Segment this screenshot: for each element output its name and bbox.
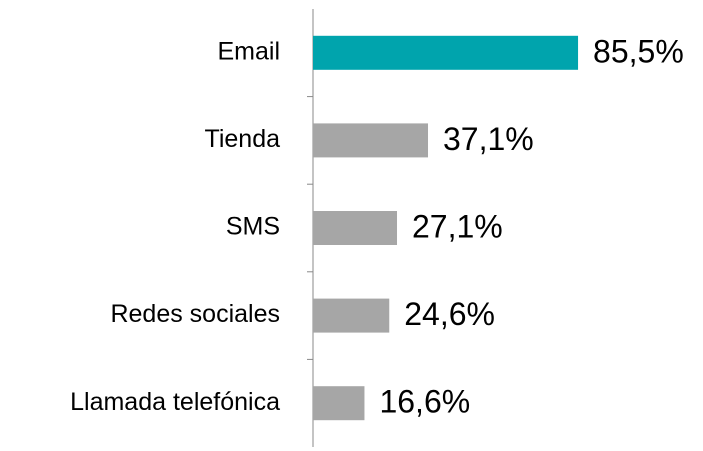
category-label: SMS: [226, 213, 280, 241]
category-label: Email: [217, 37, 280, 65]
value-label: 27,1%: [412, 208, 503, 244]
value-label: 37,1%: [443, 121, 534, 157]
category-label: Redes sociales: [110, 300, 280, 328]
category-label: Llamada telefónica: [70, 388, 280, 416]
bar: [313, 298, 390, 333]
value-label: 16,6%: [379, 384, 470, 420]
value-label: 85,5%: [593, 33, 684, 69]
bar: [313, 35, 579, 70]
bar: [313, 211, 398, 245]
value-label: 24,6%: [404, 296, 495, 332]
category-label: Tienda: [204, 125, 280, 153]
bar: [313, 386, 365, 421]
bar: [313, 123, 429, 158]
